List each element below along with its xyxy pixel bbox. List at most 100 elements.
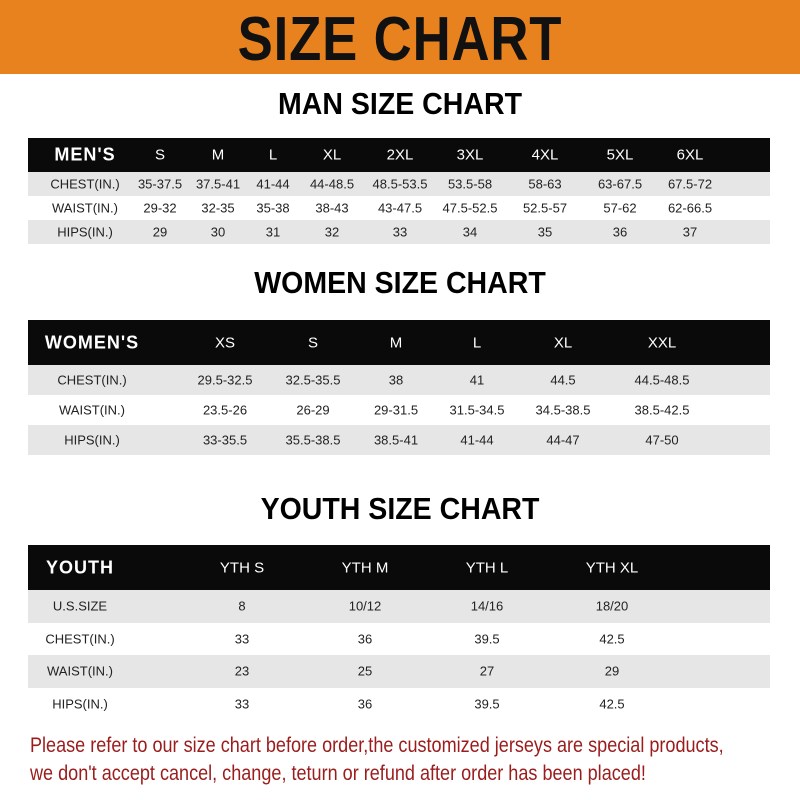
measurement-cell: 36 <box>357 696 373 712</box>
size-header: XXL <box>647 334 677 351</box>
size-header: L <box>472 334 482 351</box>
size-header: XL <box>553 334 573 351</box>
measurement-cell: 35 <box>537 224 553 240</box>
measurement-cell: 35-37.5 <box>137 176 183 192</box>
row-label: CHEST(IN.) <box>50 176 120 192</box>
measurement-cell: 33-35.5 <box>202 432 248 448</box>
measurement-cell: 38.5-42.5 <box>634 402 690 418</box>
size-header: XL <box>322 146 342 164</box>
measurement-cell: 63-67.5 <box>597 176 643 192</box>
measurement-cell: 35.5-38.5 <box>285 432 341 448</box>
measurement-cell: 42.5 <box>599 631 625 647</box>
measurement-cell: 44-48.5 <box>309 176 355 192</box>
measurement-cell: 18/20 <box>595 598 629 614</box>
table-row: CHEST(IN.) 29.5-32.5 32.5-35.5 38 41 44.5 44.5… <box>28 365 770 395</box>
measurement-cell: 32.5-35.5 <box>285 372 341 388</box>
measurement-cell: 37.5-41 <box>195 176 241 192</box>
measurement-cell: 34 <box>462 224 478 240</box>
measurement-cell: 42.5 <box>599 696 625 712</box>
measurement-cell: 33 <box>234 631 250 647</box>
banner: SIZE CHART <box>0 0 800 74</box>
men-size-table: MEN'S S M L XL 2XL 3XL 4XL 5XL 6XL CHEST(IN.) 35-37… <box>28 138 770 244</box>
measurement-cell: 32 <box>324 224 340 240</box>
measurement-cell: 33 <box>392 224 408 240</box>
banner-title: SIZE CHART <box>237 5 563 74</box>
measurement-cell: 43-47.5 <box>377 200 423 216</box>
table-row: U.S.SIZE 8 10/12 14/16 18/20 <box>28 590 770 623</box>
size-header: YTH M <box>341 559 389 576</box>
size-header: S <box>307 334 319 351</box>
measurement-cell: 44.5-48.5 <box>634 372 690 388</box>
measurement-cell: 39.5 <box>474 631 500 647</box>
men-section-title: MAN SIZE CHART <box>277 86 523 121</box>
women-section-title: WOMEN SIZE CHART <box>254 265 546 300</box>
measurement-cell: 25 <box>357 663 373 679</box>
measurement-cell: 10/12 <box>348 598 382 614</box>
row-label: HIPS(IN.) <box>57 224 113 240</box>
table-row: WAIST(IN.) 23 25 27 29 <box>28 655 770 688</box>
measurement-cell: 31.5-34.5 <box>449 402 505 418</box>
row-label: WAIST(IN.) <box>47 663 113 679</box>
measurement-cell: 39.5 <box>474 696 500 712</box>
size-header: S <box>154 146 166 164</box>
size-header: XS <box>214 334 236 351</box>
size-header: 2XL <box>386 146 414 164</box>
measurement-cell: 41-44 <box>256 176 290 192</box>
measurement-cell: 44-47 <box>546 432 580 448</box>
women-header-label: WOMEN'S <box>44 332 140 352</box>
women-size-table: WOMEN'S XS S M L XL XXL CHEST(IN.) 29.5-32.5 32.5… <box>28 320 770 455</box>
measurement-cell: 14/16 <box>470 598 504 614</box>
measurement-cell: 26-29 <box>296 402 330 418</box>
size-header: 4XL <box>531 146 559 164</box>
row-label: HIPS(IN.) <box>64 432 120 448</box>
measurement-cell: 34.5-38.5 <box>535 402 591 418</box>
men-header-row: MEN'S S M L XL 2XL 3XL 4XL 5XL 6XL <box>28 138 770 172</box>
men-header-label: MEN'S <box>54 144 116 165</box>
measurement-cell: 29 <box>604 663 620 679</box>
size-header: M <box>389 334 403 351</box>
row-label: HIPS(IN.) <box>52 696 108 712</box>
table-row: WAIST(IN.) 29-32 32-35 35-38 38-43 43-47.5 47.… <box>28 196 770 220</box>
measurement-cell: 53.5-58 <box>447 176 493 192</box>
measurement-cell: 27 <box>479 663 495 679</box>
measurement-cell: 29-32 <box>143 200 177 216</box>
youth-header-row: YOUTH YTH S YTH M YTH L YTH XL <box>28 545 770 590</box>
size-header: 6XL <box>676 146 704 164</box>
measurement-cell: 29 <box>152 224 168 240</box>
measurement-cell: 67.5-72 <box>667 176 713 192</box>
measurement-cell: 23.5-26 <box>202 402 248 418</box>
disclaimer-line-2: we don't accept cancel, change, teturn o… <box>30 762 646 785</box>
row-label: U.S.SIZE <box>52 598 108 614</box>
youth-section-title: YOUTH SIZE CHART <box>260 491 540 526</box>
youth-size-table: YOUTH YTH S YTH M YTH L YTH XL U.S.SIZE 8 10/12… <box>28 545 770 720</box>
measurement-cell: 29.5-32.5 <box>197 372 253 388</box>
table-row: HIPS(IN.) 33-35.5 35.5-38.5 38.5-41 41-44 44-… <box>28 425 770 455</box>
table-row: HIPS(IN.) 33 36 39.5 42.5 <box>28 688 770 721</box>
measurement-cell: 32-35 <box>201 200 235 216</box>
measurement-cell: 48.5-53.5 <box>372 176 428 192</box>
measurement-cell: 57-62 <box>603 200 637 216</box>
size-header: 5XL <box>606 146 634 164</box>
measurement-cell: 35-38 <box>256 200 290 216</box>
measurement-cell: 62-66.5 <box>667 200 713 216</box>
size-header: M <box>211 146 225 164</box>
measurement-cell: 23 <box>234 663 250 679</box>
measurement-cell: 37 <box>682 224 698 240</box>
measurement-cell: 47-50 <box>645 432 679 448</box>
measurement-cell: 47.5-52.5 <box>442 200 498 216</box>
size-header: YTH L <box>465 559 509 576</box>
youth-header-label: YOUTH <box>46 557 114 577</box>
measurement-cell: 58-63 <box>528 176 562 192</box>
table-row: WAIST(IN.) 23.5-26 26-29 29-31.5 31.5-34.5 34… <box>28 395 770 425</box>
row-label: WAIST(IN.) <box>59 402 125 418</box>
measurement-cell: 41 <box>469 372 485 388</box>
measurement-cell: 41-44 <box>460 432 494 448</box>
measurement-cell: 38 <box>388 372 404 388</box>
measurement-cell: 30 <box>210 224 226 240</box>
measurement-cell: 44.5 <box>550 372 576 388</box>
measurement-cell: 29-31.5 <box>373 402 419 418</box>
measurement-cell: 38-43 <box>315 200 349 216</box>
row-label: WAIST(IN.) <box>52 200 118 216</box>
measurement-cell: 36 <box>357 631 373 647</box>
size-header: YTH XL <box>585 559 639 576</box>
